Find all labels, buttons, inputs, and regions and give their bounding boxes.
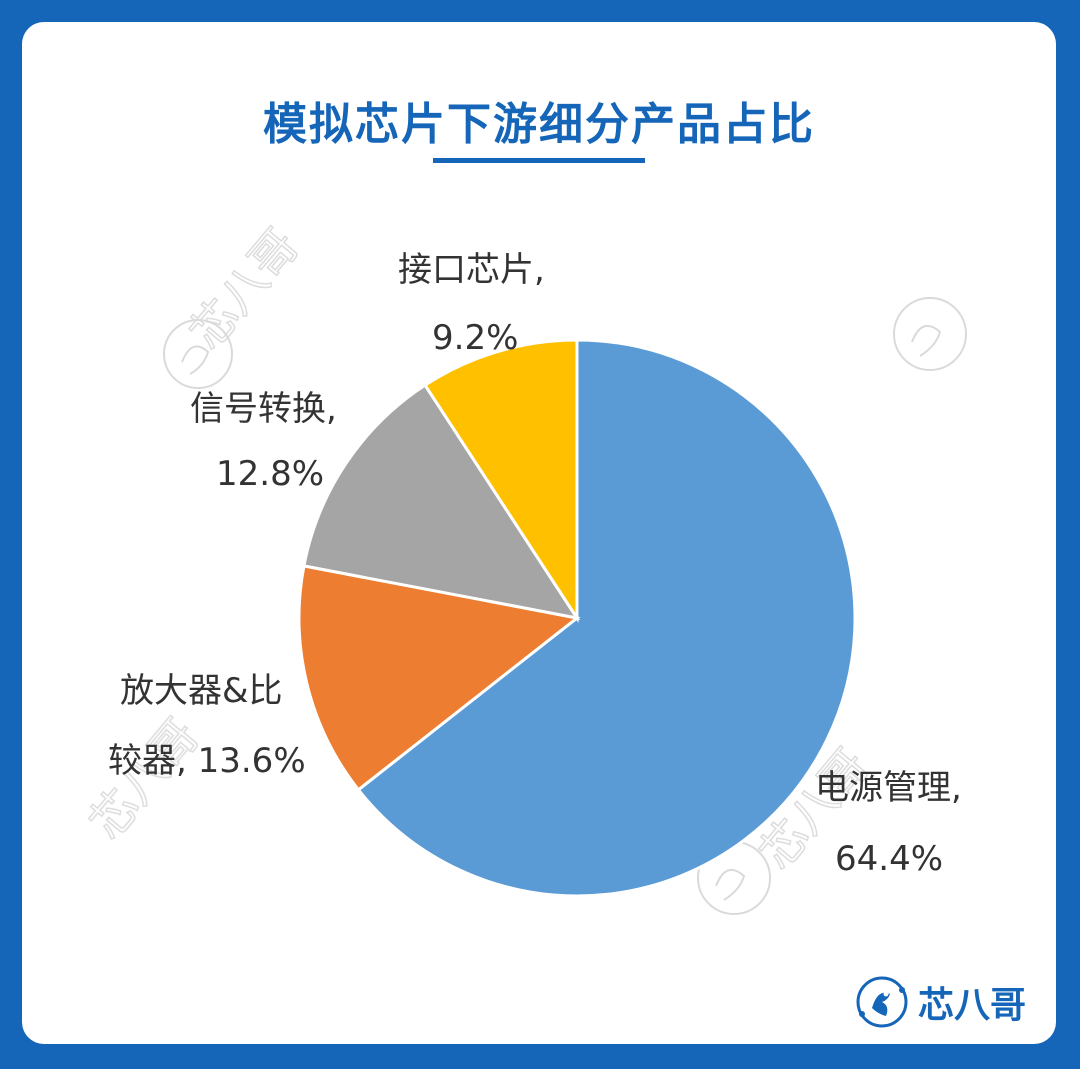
- slice-label-value: 64.4%: [835, 839, 943, 879]
- slice-power-management: [356, 338, 857, 898]
- brand-logo: 芯八哥: [854, 974, 1026, 1030]
- page-title: 模拟芯片下游细分产品占比: [263, 99, 815, 150]
- watermark-logo-icon: [163, 319, 233, 389]
- slice-signal-conversion: [302, 383, 581, 621]
- slice-label-line: 信号转换,: [190, 389, 337, 429]
- brand-name: 芯八哥: [917, 985, 1026, 1026]
- slice-label-power: 电源管理, 64.4%: [815, 768, 962, 879]
- slice-label-value: 9.2%: [432, 318, 518, 358]
- watermark-text: 芯八哥: [179, 219, 309, 359]
- slice-label-value: 较器, 13.6%: [108, 741, 306, 781]
- bird-logo-icon: [856, 976, 908, 1028]
- slice-label-line: 电源管理,: [815, 768, 962, 808]
- title-underline: [433, 158, 645, 163]
- pie-chart: 芯八哥 芯八哥 芯八哥 芯八哥: [78, 218, 967, 915]
- slice-label-signal: 信号转换, 12.8%: [190, 389, 337, 494]
- slice-label-amplifier: 放大器&比 较器, 13.6%: [108, 671, 306, 781]
- slice-label-value: 12.8%: [216, 454, 324, 494]
- slice-label-interface: 接口芯片, 9.2%: [398, 250, 545, 358]
- chart-card: 模拟芯片下游细分产品占比 芯八哥 芯八哥 芯八哥: [22, 22, 1056, 1044]
- slice-label-line: 接口芯片,: [398, 250, 545, 290]
- slice-label-line: 放大器&比: [120, 671, 283, 711]
- slice-interface-chip: [423, 338, 579, 624]
- slice-amplifier-comparator: [297, 564, 581, 792]
- watermark-logo-icon: [893, 297, 967, 371]
- pie-slices: [297, 338, 857, 898]
